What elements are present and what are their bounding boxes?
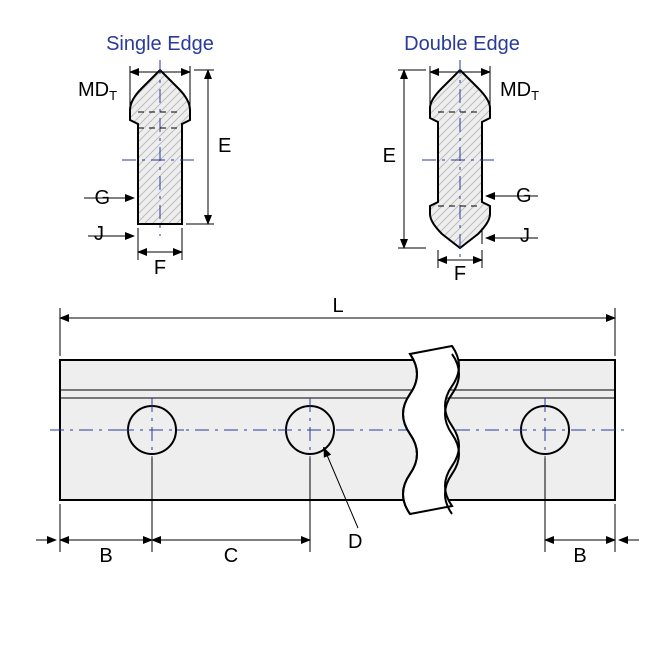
dim-MD-single: MDT bbox=[78, 79, 117, 103]
dim-G-double: G bbox=[516, 185, 532, 207]
double-edge-section: Double Edge MDT E G J F bbox=[383, 33, 539, 285]
dim-J-double: J bbox=[520, 225, 530, 247]
dim-F-single: F bbox=[154, 257, 166, 279]
single-edge-title: Single Edge bbox=[106, 33, 214, 55]
dim-G-single: G bbox=[94, 187, 110, 209]
dim-B-right: B bbox=[573, 545, 586, 567]
rail-section: L bbox=[36, 295, 639, 567]
dim-D: D bbox=[348, 531, 362, 553]
dim-B-left: B bbox=[99, 545, 112, 567]
double-edge-title: Double Edge bbox=[404, 33, 520, 55]
dim-L: L bbox=[332, 295, 343, 317]
dim-E-double: E bbox=[383, 145, 396, 167]
single-edge-section: Single Edge MDT E G J F bbox=[78, 33, 231, 279]
dim-C: C bbox=[224, 545, 238, 567]
dim-F-double: F bbox=[454, 263, 466, 285]
dim-J-single: J bbox=[94, 223, 104, 245]
dim-E-single: E bbox=[218, 135, 231, 157]
dim-MD-double: MDT bbox=[500, 79, 539, 103]
